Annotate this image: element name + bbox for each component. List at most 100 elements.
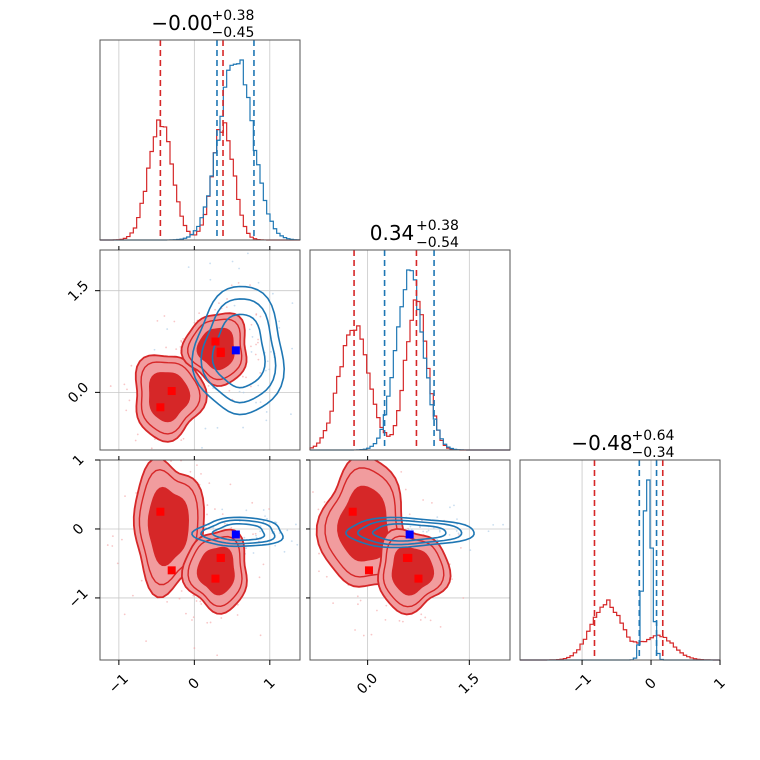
histogram-red <box>309 299 510 451</box>
sample-point-blue <box>274 544 277 547</box>
contour-red-mid <box>187 318 243 381</box>
sample-point-red <box>241 375 244 378</box>
sample-point-red <box>187 451 189 453</box>
sample-point-blue <box>257 384 260 387</box>
sample-point-red <box>126 531 128 533</box>
sample-point-blue <box>296 543 299 546</box>
sample-point-blue <box>427 529 430 532</box>
sample-point-red <box>282 568 284 570</box>
truth-marker-blue <box>405 530 414 539</box>
truth-marker-red <box>167 566 176 575</box>
sample-point-red <box>145 640 147 643</box>
sample-point-blue <box>201 446 203 449</box>
sample-point-red <box>223 522 226 525</box>
diag-panel-2: 0.34 +0.38−0.54 <box>309 218 511 451</box>
sample-point-red <box>173 320 176 323</box>
sample-point-red <box>193 321 196 324</box>
sample-point-red <box>429 619 432 622</box>
sample-point-blue <box>286 529 289 532</box>
scatter-panel-2-1 <box>99 249 301 533</box>
sample-point-blue <box>264 515 266 518</box>
sample-point-blue <box>265 411 268 413</box>
sample-point-blue <box>212 526 215 529</box>
sample-point-red <box>250 345 252 348</box>
sample-point-red <box>166 600 169 603</box>
sample-point-red <box>123 613 126 616</box>
sample-point-blue <box>291 302 294 304</box>
sample-point-red <box>401 620 404 623</box>
sample-point-red <box>202 458 204 460</box>
sample-point-blue <box>255 401 257 404</box>
param-title-3: −0.48 <box>571 431 632 455</box>
sample-point-blue <box>487 530 490 533</box>
sample-point-red <box>214 508 216 510</box>
sample-point-red <box>325 575 328 578</box>
contour-red-mid <box>138 468 199 586</box>
sample-point-red <box>196 464 198 467</box>
sample-point-red <box>411 457 413 459</box>
x-tick-label: 0 <box>186 675 204 693</box>
contour-blue-0 <box>191 516 284 548</box>
sample-point-red <box>139 452 141 454</box>
sample-point-blue <box>259 530 261 533</box>
sample-point-blue <box>436 538 439 541</box>
param-title-2: 0.34 <box>370 221 415 245</box>
sample-point-red <box>236 614 239 616</box>
sample-point-blue <box>278 326 281 329</box>
sample-point-red <box>419 619 422 621</box>
sample-point-red <box>257 341 259 344</box>
sample-point-blue <box>275 521 278 524</box>
sample-point-red <box>332 602 335 605</box>
truth-marker-red <box>211 337 220 346</box>
sample-point-red <box>180 439 183 442</box>
histogram-red <box>520 599 721 661</box>
sample-point-red <box>347 716 349 718</box>
panel-frame <box>99 459 301 661</box>
sample-point-red <box>180 340 183 343</box>
histogram-blue <box>310 269 510 451</box>
sample-point-red <box>230 526 233 529</box>
sample-point-red <box>208 482 211 485</box>
sample-point-red <box>121 538 123 541</box>
sample-point-blue <box>303 536 305 538</box>
sample-point-red <box>206 504 209 506</box>
param-title-sub-1: −0.45 <box>212 25 255 41</box>
truth-marker-blue <box>231 530 240 539</box>
sample-point-blue <box>268 368 271 371</box>
sample-point-blue <box>283 521 285 523</box>
truth-marker-red <box>156 507 165 516</box>
sample-point-red <box>125 409 128 412</box>
sample-point-blue <box>492 523 495 526</box>
y-tick-label: −1 <box>66 586 92 612</box>
contour-red-inner <box>196 546 235 596</box>
diag-panel-3: −0.48+0.64−0.34 <box>519 428 721 661</box>
sample-point-red <box>258 576 261 579</box>
sample-point-red <box>214 308 217 311</box>
panel-frame <box>309 249 511 451</box>
contour-blue-1 <box>200 519 276 545</box>
sample-point-blue <box>212 387 214 389</box>
sample-point-red <box>178 597 181 600</box>
sample-point-blue <box>409 525 412 528</box>
sample-point-red <box>252 533 254 536</box>
sample-point-red <box>136 433 139 436</box>
sample-point-red <box>230 284 233 287</box>
param-title-sub-2: −0.54 <box>416 235 459 251</box>
sample-point-blue <box>243 536 246 539</box>
sample-point-red <box>408 513 411 516</box>
sample-point-red <box>228 389 231 392</box>
sample-point-red <box>198 312 201 315</box>
sample-point-red <box>317 508 320 511</box>
sample-point-blue <box>419 526 422 528</box>
contour-blue-2 <box>211 523 266 542</box>
sample-point-blue <box>295 523 297 526</box>
sample-point-red <box>193 647 196 649</box>
sample-point-red <box>106 544 109 546</box>
sample-point-red <box>150 447 153 450</box>
sample-point-red <box>175 348 178 351</box>
sample-point-red <box>135 492 138 494</box>
sample-point-blue <box>455 530 458 532</box>
sample-point-red <box>302 450 304 452</box>
x-tick-label: 1 <box>261 675 279 693</box>
x-tick-label: 0 <box>642 675 660 693</box>
